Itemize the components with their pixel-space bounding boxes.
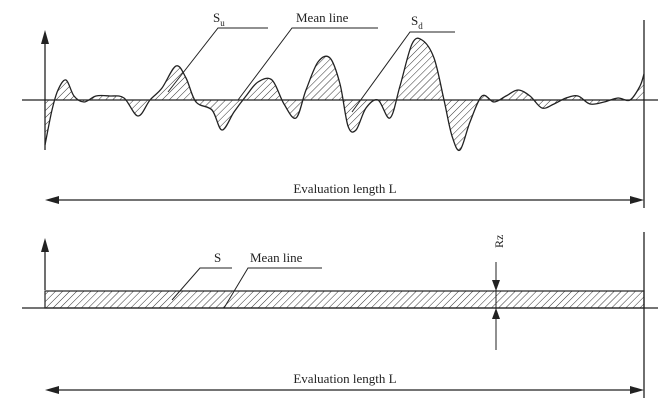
mean-line-leader-top [237, 27, 378, 101]
top-y-axis-arrowhead [41, 30, 49, 44]
bottom-dimension-arrow-left [45, 386, 59, 394]
rz-label: Rz [492, 235, 506, 248]
top-dimension-arrow-left [45, 196, 59, 204]
mean-line-label-bottom: Mean line [250, 250, 303, 265]
top-panel: Su Mean line Sd Evaluation length L [22, 10, 658, 208]
sd-label: Sd [411, 13, 423, 31]
bottom-evaluation-length-label: Evaluation length L [293, 371, 396, 386]
bottom-y-axis-arrowhead [41, 238, 49, 252]
mean-line-label-top: Mean line [296, 10, 349, 25]
top-profile-hatched-area [45, 38, 644, 151]
bottom-dimension-arrow-right [630, 386, 644, 394]
su-leader [167, 27, 268, 93]
top-dimension-arrow-right [630, 196, 644, 204]
rz-arrow-bottom [492, 308, 500, 319]
sd-leader [351, 31, 455, 113]
bottom-hatched-band [44, 290, 645, 309]
s-leader [171, 267, 232, 301]
mean-line-leader-bottom [223, 267, 322, 309]
s-label: S [214, 250, 221, 265]
bottom-panel: S Mean line Rz Evaluation length L [22, 232, 658, 398]
top-profile-curve [44, 37, 645, 152]
top-evaluation-length-label: Evaluation length L [293, 181, 396, 196]
rz-arrow-top [492, 280, 500, 291]
su-label: Su [213, 10, 225, 28]
